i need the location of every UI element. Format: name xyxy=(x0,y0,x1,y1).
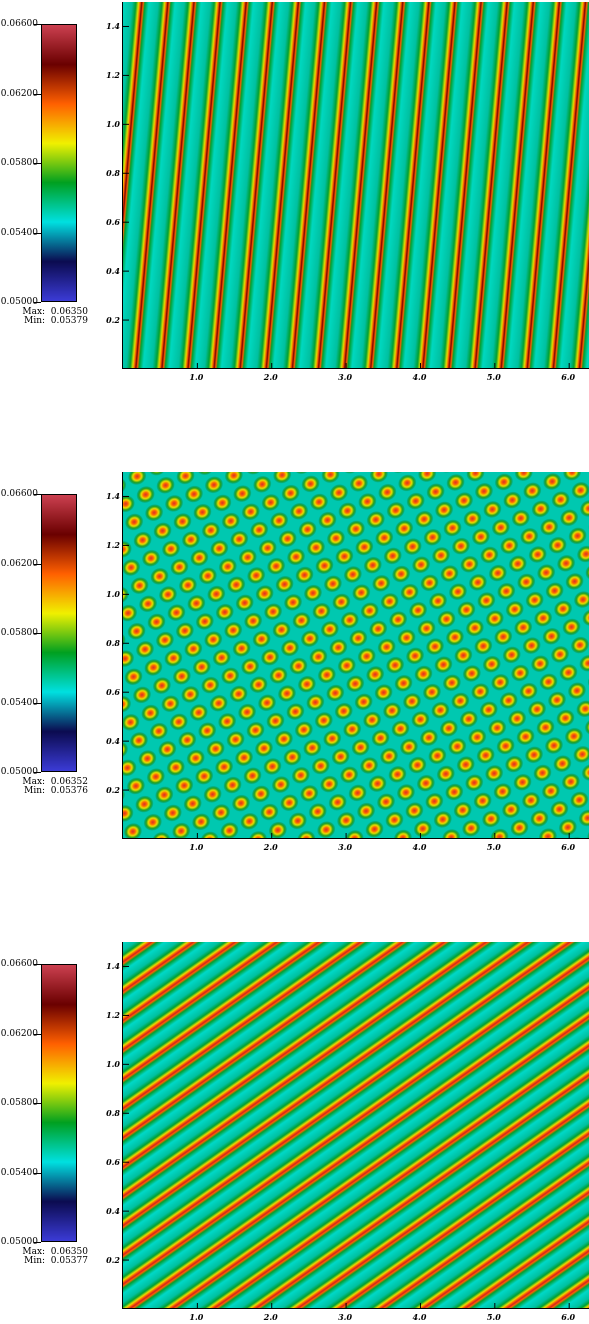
x-tick-label: 4.0 xyxy=(412,842,427,852)
colorbar-gradient xyxy=(42,25,76,301)
heatmap-plot xyxy=(122,942,589,1309)
colorbar-tick-mark xyxy=(34,563,41,565)
max-label: Max: 0.06350 xyxy=(22,1247,88,1257)
stripe-pattern xyxy=(123,942,589,1308)
colorbar-tick-mark xyxy=(34,1242,41,1243)
colorbar-tick-label: 0.05400 xyxy=(0,227,38,238)
colorbar-tick-label: 0.05800 xyxy=(0,158,38,168)
x-tick-label: 5.0 xyxy=(486,1312,501,1322)
heatmap-plot xyxy=(122,2,589,369)
colorbar-gradient xyxy=(42,495,76,771)
heatmap-field xyxy=(123,2,589,368)
colorbar-tick-label: 0.05000 xyxy=(0,1237,38,1247)
colorbar xyxy=(41,964,77,1242)
colorbar-tick-label: 0.05800 xyxy=(0,628,38,638)
x-tick-label: 3.0 xyxy=(338,1312,353,1322)
x-tick-label: 4.0 xyxy=(412,372,427,382)
max-label: Max: 0.06352 xyxy=(22,777,88,787)
colorbar-fill xyxy=(42,965,76,1241)
x-tick-label: 3.0 xyxy=(338,372,353,382)
panel-3: 0.06600 0.06200 0.05800 0.05400 0.05000 Max: … xyxy=(0,940,589,1322)
y-tick-label: 1.4 xyxy=(106,21,120,32)
panel-2: 0.06600 0.06200 0.05800 0.05400 0.05000 Max: … xyxy=(0,470,589,852)
y-tick-label: 0.2 xyxy=(106,1255,120,1266)
max-label: Max: 0.06350 xyxy=(22,307,88,317)
heatmap-field xyxy=(123,472,589,838)
colorbar-tick-mark xyxy=(34,964,41,965)
colorbar-tick-mark xyxy=(34,772,41,773)
y-tick-label: 1.4 xyxy=(106,491,120,502)
x-tick-label: 5.0 xyxy=(486,842,501,852)
x-tick-label: 2.0 xyxy=(263,842,278,852)
heatmap-field xyxy=(123,942,589,1308)
colorbar-tick-mark xyxy=(34,24,41,25)
y-tick-label: 0.6 xyxy=(106,687,120,698)
y-tick-label: 1.4 xyxy=(106,961,120,972)
colorbar-tick-mark xyxy=(34,702,41,704)
colorbar-tick-label: 0.06200 xyxy=(0,88,38,99)
y-tick-label: 1.2 xyxy=(106,540,120,551)
colorbar-tick-label: 0.05800 xyxy=(0,1098,38,1108)
y-tick-label: 0.2 xyxy=(106,785,120,796)
x-tick-label: 2.0 xyxy=(263,1312,278,1322)
x-tick-label: 2.0 xyxy=(263,372,278,382)
colorbar-tick-mark xyxy=(34,163,41,164)
colorbar-tick-label: 0.06600 xyxy=(0,489,38,499)
x-tick-label: 6.0 xyxy=(561,1312,576,1322)
colorbar-tick-mark xyxy=(34,93,41,95)
y-tick-label: 0.2 xyxy=(106,315,120,326)
colorbar-tick-mark xyxy=(34,633,41,634)
stripe-pattern xyxy=(123,2,589,368)
colorbar-tick-mark xyxy=(34,1172,41,1174)
x-tick-label: 1.0 xyxy=(189,372,204,382)
x-tick-label: 5.0 xyxy=(486,372,501,382)
colorbar xyxy=(41,494,77,772)
colorbar-tick-mark xyxy=(34,1033,41,1035)
colorbar-tick-label: 0.06600 xyxy=(0,959,38,969)
y-tick-label: 1.0 xyxy=(106,1059,120,1070)
heatmap-plot xyxy=(122,472,589,839)
colorbar-gradient xyxy=(42,965,76,1241)
spot-pattern xyxy=(123,472,589,838)
y-tick-label: 0.8 xyxy=(106,168,120,179)
colorbar-tick-label: 0.05000 xyxy=(0,297,38,307)
y-tick-label: 0.6 xyxy=(106,1157,120,1168)
colorbar-tick-label: 0.05400 xyxy=(0,697,38,708)
y-tick-label: 0.4 xyxy=(106,266,120,277)
y-tick-label: 0.8 xyxy=(106,1108,120,1119)
y-tick-label: 0.4 xyxy=(106,1206,120,1217)
panel-1: 0.06600 0.06200 0.05800 0.05400 0.05000 Max: … xyxy=(0,0,589,382)
colorbar xyxy=(41,24,77,302)
colorbar-tick-mark xyxy=(34,302,41,303)
colorbar-tick-label: 0.05000 xyxy=(0,767,38,777)
y-tick-label: 0.4 xyxy=(106,736,120,747)
y-tick-label: 1.2 xyxy=(106,70,120,81)
colorbar-tick-label: 0.06600 xyxy=(0,19,38,29)
x-tick-label: 1.0 xyxy=(189,842,204,852)
min-label: Min: 0.05379 xyxy=(24,316,88,326)
y-tick-label: 1.0 xyxy=(106,589,120,600)
colorbar-tick-mark xyxy=(34,232,41,234)
colorbar-tick-label: 0.06200 xyxy=(0,558,38,569)
y-tick-label: 1.0 xyxy=(106,119,120,130)
x-tick-label: 6.0 xyxy=(561,842,576,852)
y-tick-label: 0.6 xyxy=(106,217,120,228)
y-tick-label: 1.2 xyxy=(106,1010,120,1021)
x-tick-label: 6.0 xyxy=(561,372,576,382)
y-tick-label: 0.8 xyxy=(106,638,120,649)
x-tick-label: 3.0 xyxy=(338,842,353,852)
x-tick-label: 1.0 xyxy=(189,1312,204,1322)
colorbar-tick-mark xyxy=(34,494,41,495)
min-label: Min: 0.05376 xyxy=(24,786,88,796)
x-tick-label: 4.0 xyxy=(412,1312,427,1322)
colorbar-tick-mark xyxy=(34,1103,41,1104)
min-label: Min: 0.05377 xyxy=(24,1256,88,1266)
colorbar-tick-label: 0.06200 xyxy=(0,1028,38,1039)
colorbar-tick-label: 0.05400 xyxy=(0,1167,38,1178)
colorbar-fill xyxy=(42,25,76,301)
colorbar-fill xyxy=(42,495,76,771)
